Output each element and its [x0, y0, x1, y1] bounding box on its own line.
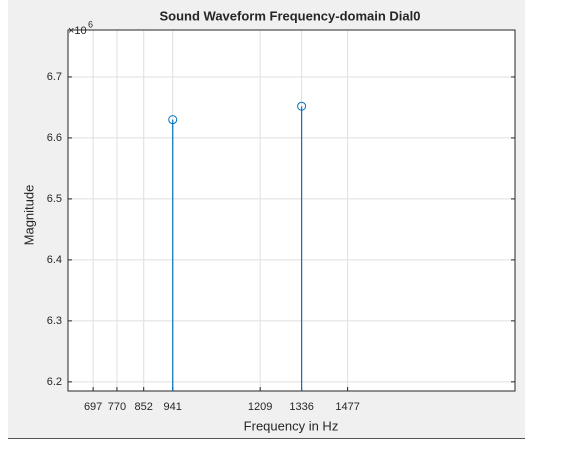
axes-box — [67, 29, 516, 392]
x-tick-label: 1477 — [335, 401, 359, 413]
y-axis-label: Magnitude — [21, 185, 36, 246]
x-tick-label: 941 — [164, 401, 182, 413]
y-multiplier-exponent: 6 — [88, 19, 93, 29]
y-tick-label: 6.2 — [47, 376, 62, 388]
y-tick-label: 6.7 — [47, 71, 62, 83]
y-tick-label: 6.5 — [47, 193, 62, 205]
x-tick-label: 697 — [84, 401, 102, 413]
x-tick-label: 852 — [135, 401, 153, 413]
x-tick-label: 1336 — [289, 401, 313, 413]
y-tick-label: 6.4 — [47, 254, 62, 266]
y-tick-label: 6.6 — [47, 132, 62, 144]
y-multiplier: ×10 — [68, 25, 87, 37]
y-tick-label: 6.3 — [47, 315, 62, 327]
x-tick-label: 770 — [108, 401, 126, 413]
stem-marker — [168, 115, 178, 125]
x-tick-label: 1209 — [248, 401, 272, 413]
chart-title: Sound Waveform Frequency-domain Dial0 — [159, 8, 420, 23]
x-axis-label: Frequency in Hz — [244, 418, 339, 433]
stem-marker — [297, 101, 307, 111]
axes-background — [68, 30, 515, 391]
